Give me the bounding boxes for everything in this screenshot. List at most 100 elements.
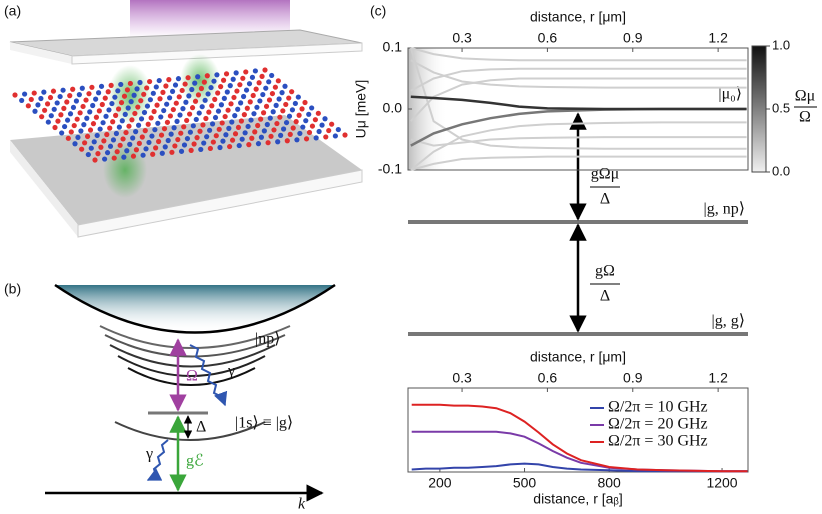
atom [77, 110, 83, 116]
atom [201, 79, 207, 85]
atom [240, 75, 246, 81]
atom [175, 136, 181, 143]
atom [172, 82, 179, 88]
atom [61, 105, 67, 111]
atom [148, 115, 154, 121]
atom [255, 141, 262, 147]
atom [162, 144, 168, 150]
atom [95, 90, 102, 96]
atom [122, 111, 128, 117]
atom [199, 104, 205, 110]
energy-diagram [45, 283, 336, 502]
atom [248, 117, 254, 123]
atom [89, 84, 95, 90]
atom [170, 106, 176, 113]
atom [290, 125, 296, 131]
y-axis-label: Uμ [meV] [353, 80, 369, 139]
atom [255, 122, 261, 129]
atom [289, 89, 295, 95]
x2-axis-label: distance, r [μm] [530, 349, 626, 365]
gamma-label: γ [145, 446, 153, 463]
atom [121, 154, 127, 160]
atom [144, 85, 150, 91]
atom [82, 140, 88, 146]
bottom-mirror [10, 115, 362, 225]
atom [177, 112, 183, 118]
y-tick-label: 0.1 [383, 39, 403, 55]
lattice [12, 67, 348, 163]
atom [326, 127, 332, 134]
atom [64, 117, 71, 123]
atom [67, 93, 73, 99]
atom [275, 78, 281, 84]
atom [238, 100, 244, 106]
colorbar-tick-label: 0.0 [772, 163, 790, 178]
atom [278, 132, 284, 138]
atom [329, 121, 335, 127]
atom [169, 149, 175, 155]
atom [221, 95, 227, 101]
colorbar [751, 45, 767, 173]
atom [164, 119, 171, 125]
level [104, 334, 286, 358]
ground-band [114, 421, 266, 441]
atom [212, 96, 218, 102]
atom [154, 102, 160, 108]
atom [139, 134, 145, 140]
atom [107, 125, 113, 131]
x-tick-label: 0.6 [538, 30, 558, 46]
atom [137, 79, 143, 86]
atom [126, 123, 132, 129]
atom [269, 90, 276, 97]
atom [276, 96, 282, 102]
atom [73, 98, 80, 104]
atom [208, 84, 214, 91]
atom [214, 72, 220, 78]
atom [279, 90, 285, 96]
atom [130, 153, 137, 159]
atom [83, 97, 89, 103]
panel-label: (c) [370, 3, 386, 19]
coupling-label: gℰ [186, 453, 204, 470]
atom [189, 105, 196, 111]
atom [57, 93, 63, 100]
atom [19, 97, 25, 104]
atom [134, 86, 140, 92]
atom [187, 129, 193, 135]
atom [104, 131, 110, 138]
atom [171, 125, 177, 131]
atom [70, 86, 76, 92]
atom [127, 141, 133, 147]
series-line [410, 59, 747, 89]
atom [207, 145, 213, 152]
atom [213, 133, 219, 139]
decay [189, 344, 228, 407]
atom [271, 127, 277, 133]
atom [217, 144, 223, 151]
atom [172, 143, 178, 149]
atom [186, 93, 192, 99]
atom [238, 118, 245, 124]
atom [102, 156, 108, 162]
atom [132, 110, 138, 117]
atom [118, 81, 124, 88]
atom [233, 70, 239, 76]
level [99, 325, 291, 349]
top-mirror-front [71, 42, 363, 65]
atom [240, 93, 247, 100]
atom [123, 129, 129, 136]
atom [97, 126, 103, 132]
state-label: |np⟩ [255, 331, 280, 348]
atom [152, 127, 158, 133]
atom [181, 124, 187, 130]
atom [315, 110, 321, 116]
atom [133, 147, 140, 153]
gamma-label: γ [227, 363, 235, 380]
atom [299, 106, 305, 112]
series-line [410, 121, 747, 171]
atom [44, 101, 51, 107]
atom [216, 126, 222, 132]
atom [59, 130, 65, 136]
atom [169, 88, 176, 95]
